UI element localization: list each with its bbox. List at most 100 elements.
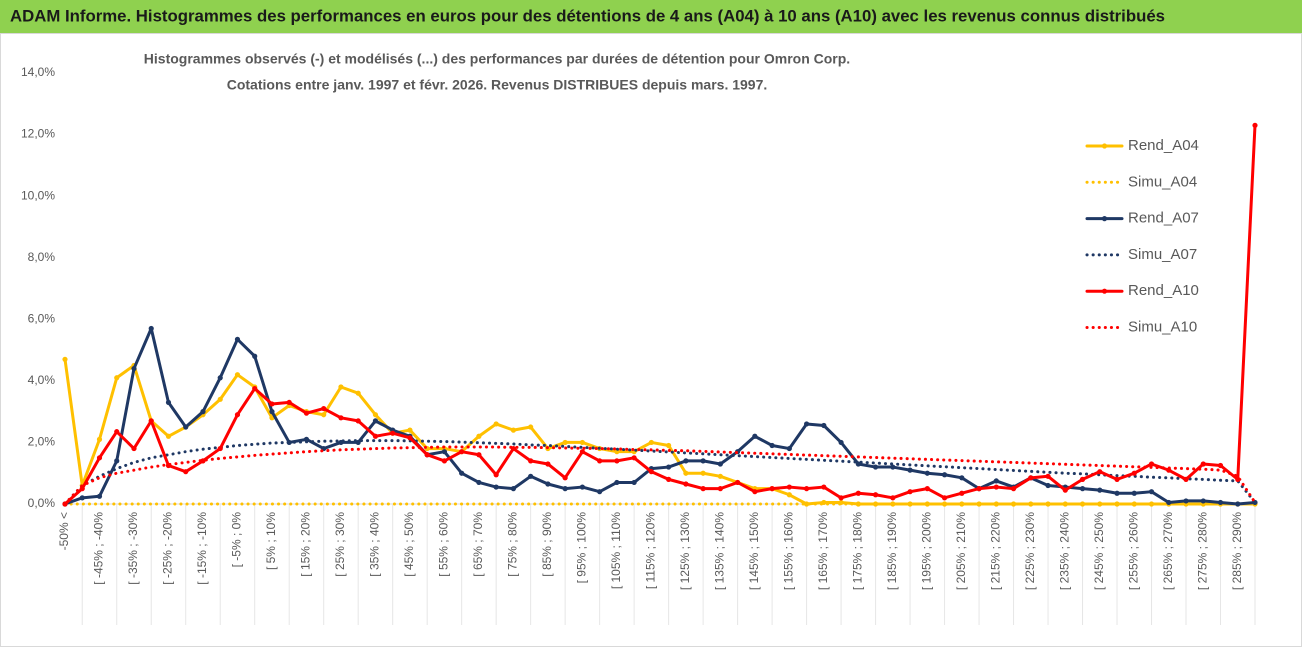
- point: [493, 484, 499, 490]
- point: [959, 475, 965, 481]
- x-tick-label: [ -15% ; -10%: [195, 512, 209, 585]
- legend-label: Simu_A10: [1128, 318, 1197, 335]
- point: [355, 418, 361, 424]
- x-tick-label: [ 155% ; 160%: [782, 512, 796, 590]
- chart-title: Histogrammes observés (-) et modélisés (…: [144, 51, 850, 67]
- point: [993, 484, 999, 490]
- legend-marker: [1101, 143, 1108, 149]
- point: [476, 433, 482, 439]
- point: [993, 478, 999, 484]
- point: [476, 452, 482, 458]
- x-tick-label: [ 25% ; 30%: [333, 512, 347, 577]
- point: [407, 435, 413, 441]
- point: [924, 470, 930, 476]
- chart-frame: [0, 33, 1302, 647]
- y-tick-label: 8,0%: [28, 250, 56, 264]
- point: [803, 486, 810, 492]
- point: [372, 433, 379, 439]
- data-line: [63, 123, 1257, 506]
- x-tick-label: [ 85% ; 90%: [540, 512, 554, 577]
- point: [666, 442, 672, 449]
- point: [372, 418, 379, 424]
- point: [614, 479, 620, 486]
- point: [717, 473, 723, 479]
- x-tick-label: [ -25% ; -20%: [161, 512, 175, 585]
- y-tick-label: 12,0%: [21, 127, 55, 141]
- point: [1148, 489, 1155, 495]
- point: [1252, 122, 1258, 128]
- x-tick-label: [ 185% ; 190%: [885, 512, 899, 590]
- point: [648, 439, 654, 446]
- x-tick-label: [ 5% ; 10%: [264, 512, 278, 570]
- point: [217, 375, 223, 381]
- point: [200, 458, 206, 464]
- x-tick-label: [ 215% ; 220%: [988, 512, 1002, 590]
- point: [579, 484, 585, 490]
- point: [459, 470, 465, 476]
- point: [1114, 476, 1120, 482]
- x-tick-label: [ 225% ; 230%: [1023, 512, 1037, 590]
- x-tick-label: [ 285% ; 290%: [1230, 512, 1244, 590]
- point: [114, 458, 120, 464]
- x-tick-label: [ 195% ; 200%: [919, 512, 933, 590]
- point: [821, 422, 827, 429]
- point: [321, 405, 327, 412]
- point: [838, 439, 844, 446]
- point: [114, 375, 120, 381]
- x-tick-label: [ 15% ; 20%: [299, 512, 313, 577]
- point: [700, 470, 706, 476]
- x-tick-label: [ 115% ; 120%: [644, 512, 658, 589]
- x-tick-label: -50% <: [57, 512, 71, 550]
- point: [1045, 473, 1051, 479]
- point: [441, 458, 448, 464]
- point: [441, 449, 448, 455]
- point: [321, 412, 327, 418]
- point: [683, 481, 689, 487]
- x-tick-label: [ 245% ; 250%: [1092, 512, 1106, 590]
- point: [1079, 486, 1086, 492]
- point: [1131, 470, 1137, 476]
- point: [735, 479, 741, 486]
- point: [200, 409, 206, 415]
- point: [286, 399, 292, 406]
- point: [234, 412, 241, 418]
- point: [872, 464, 879, 470]
- point: [769, 442, 775, 449]
- point: [355, 439, 361, 446]
- point: [1200, 498, 1206, 504]
- point: [493, 421, 499, 427]
- point: [96, 493, 103, 499]
- point: [510, 427, 517, 433]
- x-tick-label: [ 275% ; 280%: [1195, 512, 1209, 590]
- point: [1148, 461, 1155, 467]
- x-tick-label: [ 125% ; 130%: [678, 512, 692, 590]
- point: [234, 372, 241, 378]
- point: [1200, 461, 1206, 467]
- point: [597, 489, 603, 495]
- x-tick-label: [ 75% ; 80%: [506, 512, 520, 577]
- point: [924, 486, 930, 492]
- legend-label: Simu_A04: [1128, 173, 1197, 190]
- point: [631, 479, 637, 486]
- point: [493, 472, 499, 478]
- point: [1028, 475, 1034, 481]
- chart-subtitle: Cotations entre janv. 1997 et févr. 2026…: [227, 77, 768, 93]
- point: [1217, 462, 1224, 469]
- point: [528, 473, 534, 479]
- point: [838, 495, 844, 501]
- point: [338, 384, 344, 390]
- point: [683, 458, 689, 464]
- point: [476, 479, 482, 486]
- point: [459, 449, 465, 455]
- point: [355, 390, 361, 396]
- point: [424, 452, 430, 458]
- y-tick-label: 6,0%: [28, 311, 56, 325]
- x-tick-label: [ 255% ; 260%: [1126, 512, 1140, 590]
- x-tick-label: [ 165% ; 170%: [816, 512, 830, 590]
- legend-label: Simu_A07: [1128, 246, 1197, 263]
- point: [907, 489, 913, 495]
- point: [545, 461, 551, 467]
- point: [855, 490, 861, 496]
- point: [1166, 499, 1172, 506]
- point: [148, 325, 154, 332]
